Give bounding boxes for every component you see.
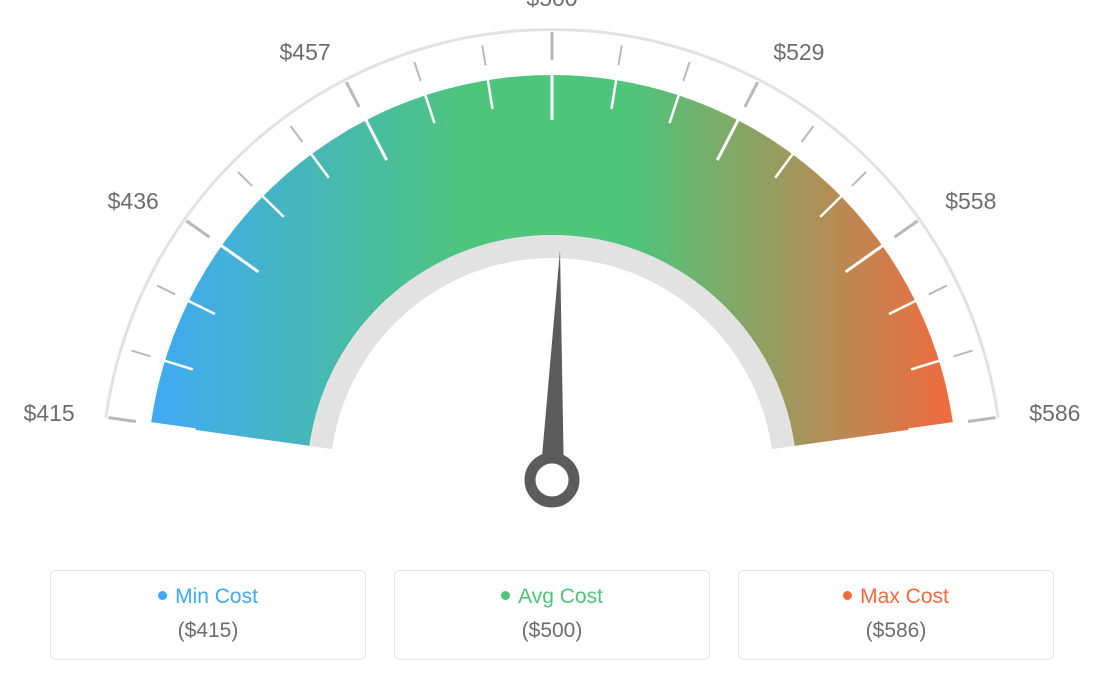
gauge-svg: $415 $436 $457 $500 $529 $558 $586 xyxy=(0,0,1104,560)
legend-avg-title: Avg Cost xyxy=(405,585,699,609)
gauge-tick-label: $457 xyxy=(280,39,331,65)
dot-icon xyxy=(158,591,167,600)
legend-min-value: ($415) xyxy=(61,619,355,643)
legend-max-title: Max Cost xyxy=(749,585,1043,609)
gauge-tick-label: $529 xyxy=(773,39,824,65)
chart-container: $415 $436 $457 $500 $529 $558 $586 Min Cost ($… xyxy=(0,0,1104,690)
legend-row: Min Cost ($415) Avg Cost ($500) Max Cost… xyxy=(50,570,1054,660)
dot-icon xyxy=(843,591,852,600)
gauge-tick-label: $558 xyxy=(945,188,996,214)
legend-max-value: ($586) xyxy=(749,619,1043,643)
legend-avg-value: ($500) xyxy=(405,619,699,643)
gauge-needle xyxy=(540,250,564,480)
legend-min-label: Min Cost xyxy=(175,585,258,608)
gauge-tick-label: $415 xyxy=(24,400,75,426)
legend-min-title: Min Cost xyxy=(61,585,355,609)
legend-card-max: Max Cost ($586) xyxy=(738,570,1054,660)
legend-max-label: Max Cost xyxy=(860,585,949,608)
gauge-tick-label: $586 xyxy=(1029,400,1080,426)
dot-icon xyxy=(501,591,510,600)
gauge-hub xyxy=(530,458,574,502)
gauge-tick-label: $500 xyxy=(526,0,577,11)
legend-card-avg: Avg Cost ($500) xyxy=(394,570,710,660)
gauge: $415 $436 $457 $500 $529 $558 $586 xyxy=(0,0,1104,560)
legend-card-min: Min Cost ($415) xyxy=(50,570,366,660)
legend-avg-label: Avg Cost xyxy=(518,585,603,608)
gauge-tick-label: $436 xyxy=(108,188,159,214)
